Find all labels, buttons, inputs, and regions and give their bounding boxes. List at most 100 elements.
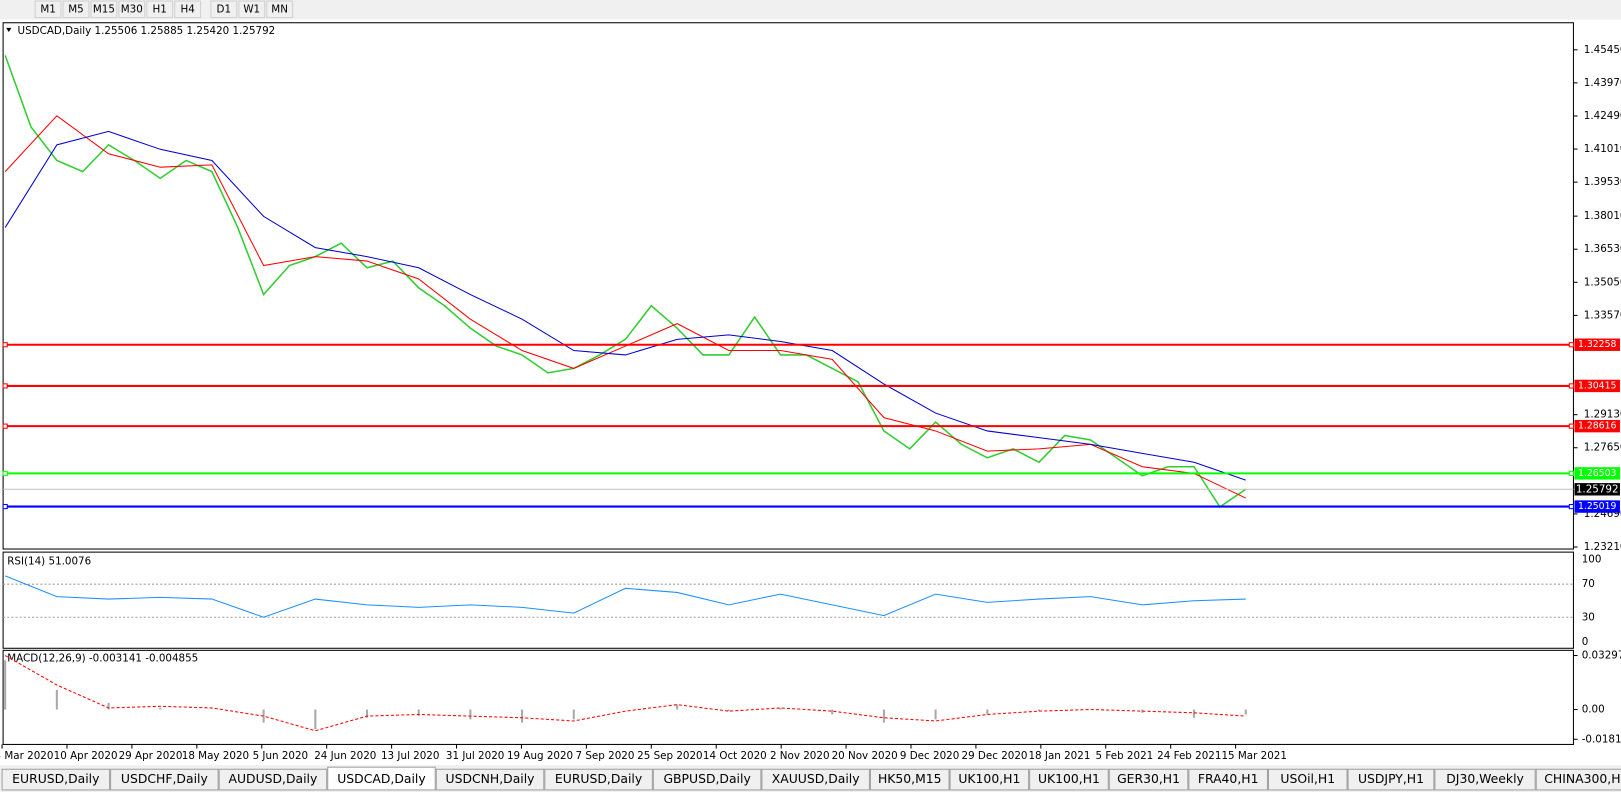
level-handle[interactable] — [2, 342, 8, 348]
tab[interactable]: HK50,M15 — [869, 768, 950, 791]
level-handle[interactable] — [1568, 503, 1574, 510]
level-handle[interactable] — [1568, 342, 1574, 348]
level-label: 1.28616 — [1578, 421, 1617, 432]
tab-background — [1434, 768, 1536, 791]
timeframe-button[interactable] — [34, 0, 62, 19]
y-tick-label: 1.23210 — [1584, 541, 1621, 553]
price-line — [4, 130, 1246, 481]
tab-background — [1188, 768, 1268, 791]
rsi-panel — [2, 551, 1574, 649]
timeframe-button[interactable] — [210, 0, 238, 19]
level-handle[interactable] — [1568, 383, 1574, 389]
tab[interactable]: GBPUSD,Daily — [652, 768, 762, 791]
tab-label[interactable]: AUDUSD,Daily — [228, 771, 317, 786]
tab[interactable]: FRA40,H1 — [1188, 768, 1268, 791]
tab-label[interactable]: UK100,H1 — [1038, 771, 1100, 786]
menu-arrow[interactable] — [6, 27, 12, 33]
x-tick-label: 5 Feb 2021 — [1096, 750, 1154, 762]
tab-background — [435, 768, 545, 791]
tab[interactable]: EURUSD,Daily — [544, 768, 653, 791]
timeframe-button[interactable] — [118, 0, 146, 19]
timeframe-label: D1 — [217, 3, 232, 15]
tab-label[interactable]: EURUSD,Daily — [12, 771, 99, 786]
level-handle[interactable] — [1568, 470, 1574, 476]
tab-label[interactable]: USDJPY,H1 — [1358, 771, 1424, 786]
tab-background — [1, 768, 111, 791]
tab[interactable]: DJ30,Weekly — [1434, 768, 1536, 791]
y-tick-label: 70 — [1582, 578, 1595, 590]
tab-background — [1347, 768, 1435, 791]
y-tick-label: 0 — [1582, 636, 1589, 648]
macd-bar — [107, 702, 110, 710]
timeframe-label: M5 — [68, 3, 83, 15]
tab[interactable]: UK100,H1 — [949, 768, 1030, 791]
timeframe-label: M30 — [121, 3, 143, 15]
level-label: 1.26503 — [1578, 468, 1617, 479]
tab-label[interactable]: CHINA300,H1 — [1544, 771, 1621, 786]
y-tick-label: 1.39530 — [1584, 176, 1621, 188]
x-tick-label: 24 Feb 2021 — [1157, 750, 1221, 762]
tab-label[interactable]: UK100,H1 — [958, 771, 1020, 786]
tab-label[interactable]: USDCNH,Daily — [446, 771, 535, 786]
tab[interactable]: AUDUSD,Daily — [218, 768, 328, 791]
level-handle[interactable] — [2, 503, 8, 510]
timeframe-button[interactable] — [266, 0, 294, 19]
macd-bar — [1037, 709, 1041, 712]
timeframe-label: H1 — [153, 3, 167, 15]
x-tick-label: 25 Sep 2020 — [637, 750, 702, 762]
timeframe-label: W1 — [243, 3, 260, 15]
rsi-line — [4, 575, 1246, 618]
x-tick-label: 29 Dec 2020 — [962, 750, 1028, 762]
current-price-label: 1.25792 — [1576, 483, 1619, 495]
tab-label[interactable]: GBPUSD,Daily — [663, 771, 750, 786]
tab[interactable]: XAUUSD,Daily — [761, 768, 870, 791]
tab[interactable]: USDCNH,Daily — [435, 768, 545, 791]
tab-background — [949, 768, 1030, 791]
tab[interactable]: USDCHF,Daily — [110, 768, 219, 791]
tab-background — [652, 768, 762, 791]
macd-signal — [4, 655, 1246, 732]
level-label: 1.32258 — [1578, 339, 1617, 350]
level-handle[interactable] — [2, 383, 8, 389]
timeframe-button[interactable] — [238, 0, 266, 19]
macd-bar — [469, 709, 472, 720]
level-handle[interactable] — [2, 423, 8, 429]
tab-label[interactable]: USDCHF,Daily — [121, 771, 208, 786]
timeframe-button[interactable] — [62, 0, 90, 19]
tab[interactable]: USDJPY,H1 — [1347, 768, 1435, 791]
x-tick-label: 29 Apr 2020 — [119, 750, 183, 762]
level-handle[interactable] — [2, 470, 8, 476]
price-line — [4, 115, 1246, 499]
price-panel — [2, 22, 1574, 550]
tab-label[interactable]: USOil,H1 — [1280, 771, 1335, 786]
tab-label[interactable]: HK50,M15 — [878, 771, 942, 786]
y-tick-label: 1.33570 — [1584, 309, 1621, 321]
x-tick-label: 5 Jun 2020 — [253, 750, 309, 762]
tab-label[interactable]: XAUUSD,Daily — [772, 771, 860, 786]
timeframe-button[interactable] — [146, 0, 174, 19]
timeframe-button[interactable] — [174, 0, 202, 19]
tab-label[interactable]: USDCAD,Daily — [337, 771, 425, 786]
tab[interactable]: UK100,H1 — [1029, 768, 1109, 791]
tab[interactable]: USDCAD,Daily — [327, 766, 436, 791]
tab-label[interactable]: EURUSD,Daily — [555, 771, 642, 786]
tab[interactable]: CHINA300,H1 — [1535, 768, 1621, 791]
macd-bar — [314, 709, 317, 730]
macd-bar — [417, 709, 420, 717]
tab-label[interactable]: GER30,H1 — [1117, 771, 1180, 786]
x-tick-label: 10 Apr 2020 — [54, 750, 118, 762]
x-tick-label: 9 Dec 2020 — [900, 750, 959, 762]
macd-bar — [934, 709, 937, 720]
tab[interactable]: USOil,H1 — [1267, 768, 1348, 791]
y-tick-label: 1.41010 — [1584, 143, 1621, 155]
macd-bar — [1141, 709, 1144, 713]
tab[interactable]: EURUSD,Daily — [1, 768, 111, 791]
tab[interactable]: GER30,H1 — [1108, 768, 1189, 791]
tab-label[interactable]: DJ30,Weekly — [1446, 771, 1524, 786]
y-tick-label: 30 — [1582, 611, 1595, 623]
level-handle[interactable] — [1568, 423, 1574, 429]
timeframe-button[interactable] — [90, 0, 118, 19]
tab-label[interactable]: FRA40,H1 — [1198, 771, 1259, 786]
